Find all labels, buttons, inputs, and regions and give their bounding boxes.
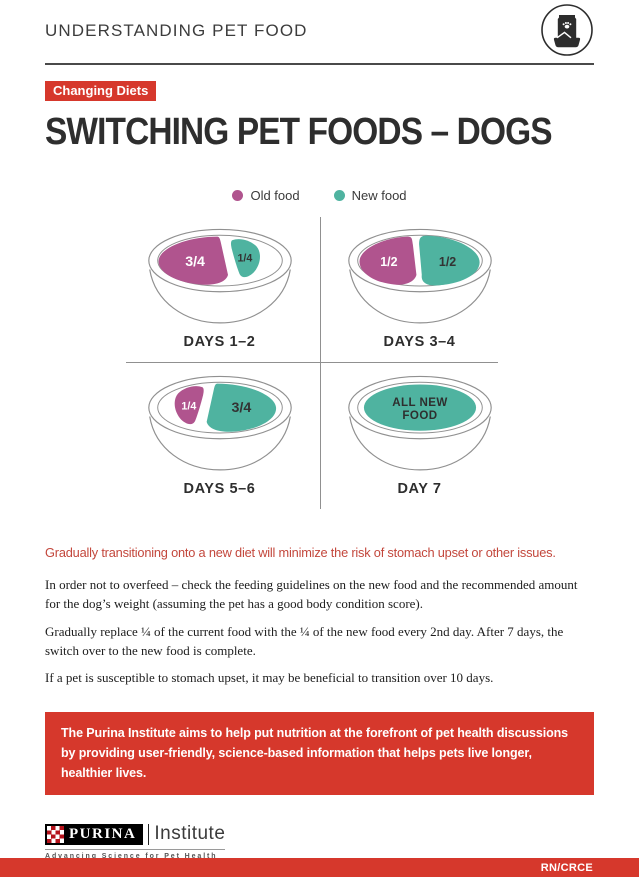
legend-item-old-food: Old food	[232, 188, 300, 203]
bowl-graphic-day-7: ALL NEW FOOD	[347, 375, 492, 471]
paragraph-overfeed: In order not to overfeed – check the fee…	[45, 577, 578, 611]
new-food-dot-icon	[333, 190, 345, 201]
fraction-old: 1/4	[181, 400, 196, 412]
bowl-days-1-2: 3/4 1/4 DAYS 1–2	[120, 215, 320, 362]
logo-separator	[148, 823, 150, 845]
bowl-label-days-3-4: DAYS 3–4	[383, 334, 456, 350]
legend-label-new: New food	[351, 188, 407, 203]
pet-food-bowl-icon	[541, 4, 593, 56]
category-badge: Changing Diets	[45, 81, 157, 101]
header-title: UNDERSTANDING PET FOOD	[45, 21, 308, 40]
legend-item-new-food: New food	[333, 188, 407, 203]
paragraph-susceptible: If a pet is susceptible to stomach upset…	[45, 670, 494, 686]
bowl-day-7: ALL NEW FOOD DAY 7	[320, 362, 520, 509]
bowl-graphic-days-5-6: 1/4 3/4	[147, 375, 292, 471]
header-divider	[45, 63, 594, 65]
page-title: SWITCHING PET FOODS – DOGS	[45, 111, 553, 153]
bowl-label-days-5-6: DAYS 5–6	[183, 481, 256, 497]
diagram-horizontal-divider	[125, 362, 498, 363]
header: UNDERSTANDING PET FOOD	[0, 0, 639, 60]
bowl-label-day-7: DAY 7	[397, 481, 442, 497]
bowl-days-5-6: 1/4 3/4 DAYS 5–6	[120, 362, 320, 509]
fraction-old: 3/4	[185, 254, 205, 270]
body-text: In order not to overfeed – check the fee…	[45, 576, 594, 688]
fraction-new: 1/2	[438, 255, 455, 269]
footer-code: RN/CRCE	[540, 861, 593, 874]
purina-callout-box: The Purina Institute aims to help put nu…	[45, 712, 594, 796]
all-new-food-line2: FOOD	[402, 410, 437, 422]
diagram-vertical-divider	[319, 217, 321, 509]
paragraph-replace: Gradually replace ¼ of the current food …	[45, 623, 564, 658]
legend: Old food New food	[0, 188, 639, 203]
bowl-graphic-days-3-4: 1/2 1/2	[347, 228, 492, 324]
checkerboard-icon	[47, 825, 64, 843]
purina-wordmark: PURINA	[69, 825, 137, 842]
fraction-new: 3/4	[231, 400, 251, 416]
bowl-label-days-1-2: DAYS 1–2	[183, 334, 256, 350]
bowl-days-3-4: 1/2 1/2 DAYS 3–4	[320, 215, 520, 362]
transition-diagram: 3/4 1/4 DAYS 1–2 1/2 1/2 DAYS 3–4	[120, 215, 520, 509]
bowl-graphic-days-1-2: 3/4 1/4	[147, 228, 292, 324]
all-new-food-line1: ALL NEW	[392, 397, 448, 409]
purina-institute-logo: PURINA Institute Advancing Science for P…	[45, 823, 226, 860]
footer-bar: RN/CRCE	[0, 858, 639, 877]
fraction-new: 1/4	[237, 252, 252, 264]
old-food-dot-icon	[232, 190, 244, 201]
fraction-old: 1/2	[380, 255, 397, 269]
highlight-sentence: Gradually transitioning onto a new diet …	[45, 545, 556, 560]
legend-label-old: Old food	[250, 188, 300, 203]
institute-wordmark: Institute	[154, 823, 226, 845]
purina-logo-box: PURINA	[45, 823, 144, 845]
logo-tagline: Advancing Science for Pet Health	[45, 849, 226, 860]
